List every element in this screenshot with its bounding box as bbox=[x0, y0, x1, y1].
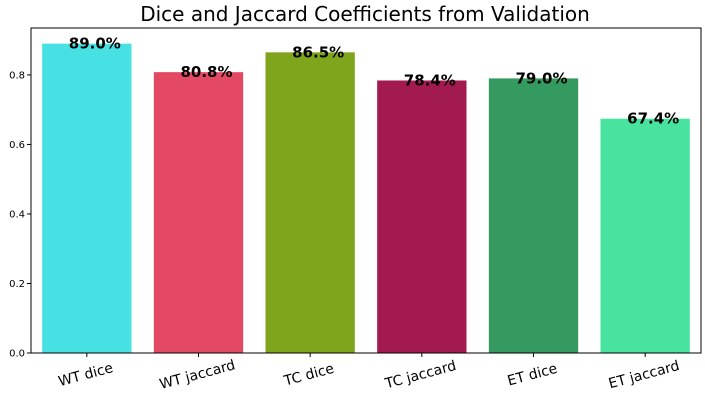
y-tick-label: 0.6 bbox=[9, 140, 25, 151]
y-tick-label: 0.8 bbox=[9, 70, 25, 81]
x-tick-label: WT dice bbox=[57, 360, 115, 390]
data-label: 79.0% bbox=[515, 69, 567, 87]
data-label: 78.4% bbox=[404, 71, 456, 89]
x-tick-label: TC dice bbox=[281, 361, 335, 390]
data-label: 67.4% bbox=[627, 110, 679, 128]
y-tick-label: 0.4 bbox=[9, 209, 25, 220]
bar-wt-jaccard bbox=[153, 72, 244, 354]
x-tick-label: WT jaccard bbox=[158, 357, 237, 393]
data-label: 80.8% bbox=[180, 63, 232, 81]
x-tick-label: ET jaccard bbox=[607, 358, 681, 392]
y-tick-label: 0.0 bbox=[9, 349, 25, 360]
chart-title: Dice and Jaccard Coefficients from Valid… bbox=[140, 2, 590, 26]
bar-et-dice bbox=[488, 78, 579, 354]
bar-wt-dice bbox=[42, 43, 132, 353]
bar-tc-jaccard bbox=[377, 80, 467, 353]
x-tick-label: TC jaccard bbox=[383, 358, 458, 393]
x-tick-label: ET dice bbox=[506, 361, 559, 390]
bar-tc-dice bbox=[265, 52, 355, 354]
bar-et-jaccard bbox=[600, 118, 690, 353]
data-label: 89.0% bbox=[69, 35, 121, 53]
data-label: 86.5% bbox=[292, 43, 344, 61]
plot-frame bbox=[30, 27, 702, 354]
y-tick-label: 0.2 bbox=[9, 279, 25, 290]
